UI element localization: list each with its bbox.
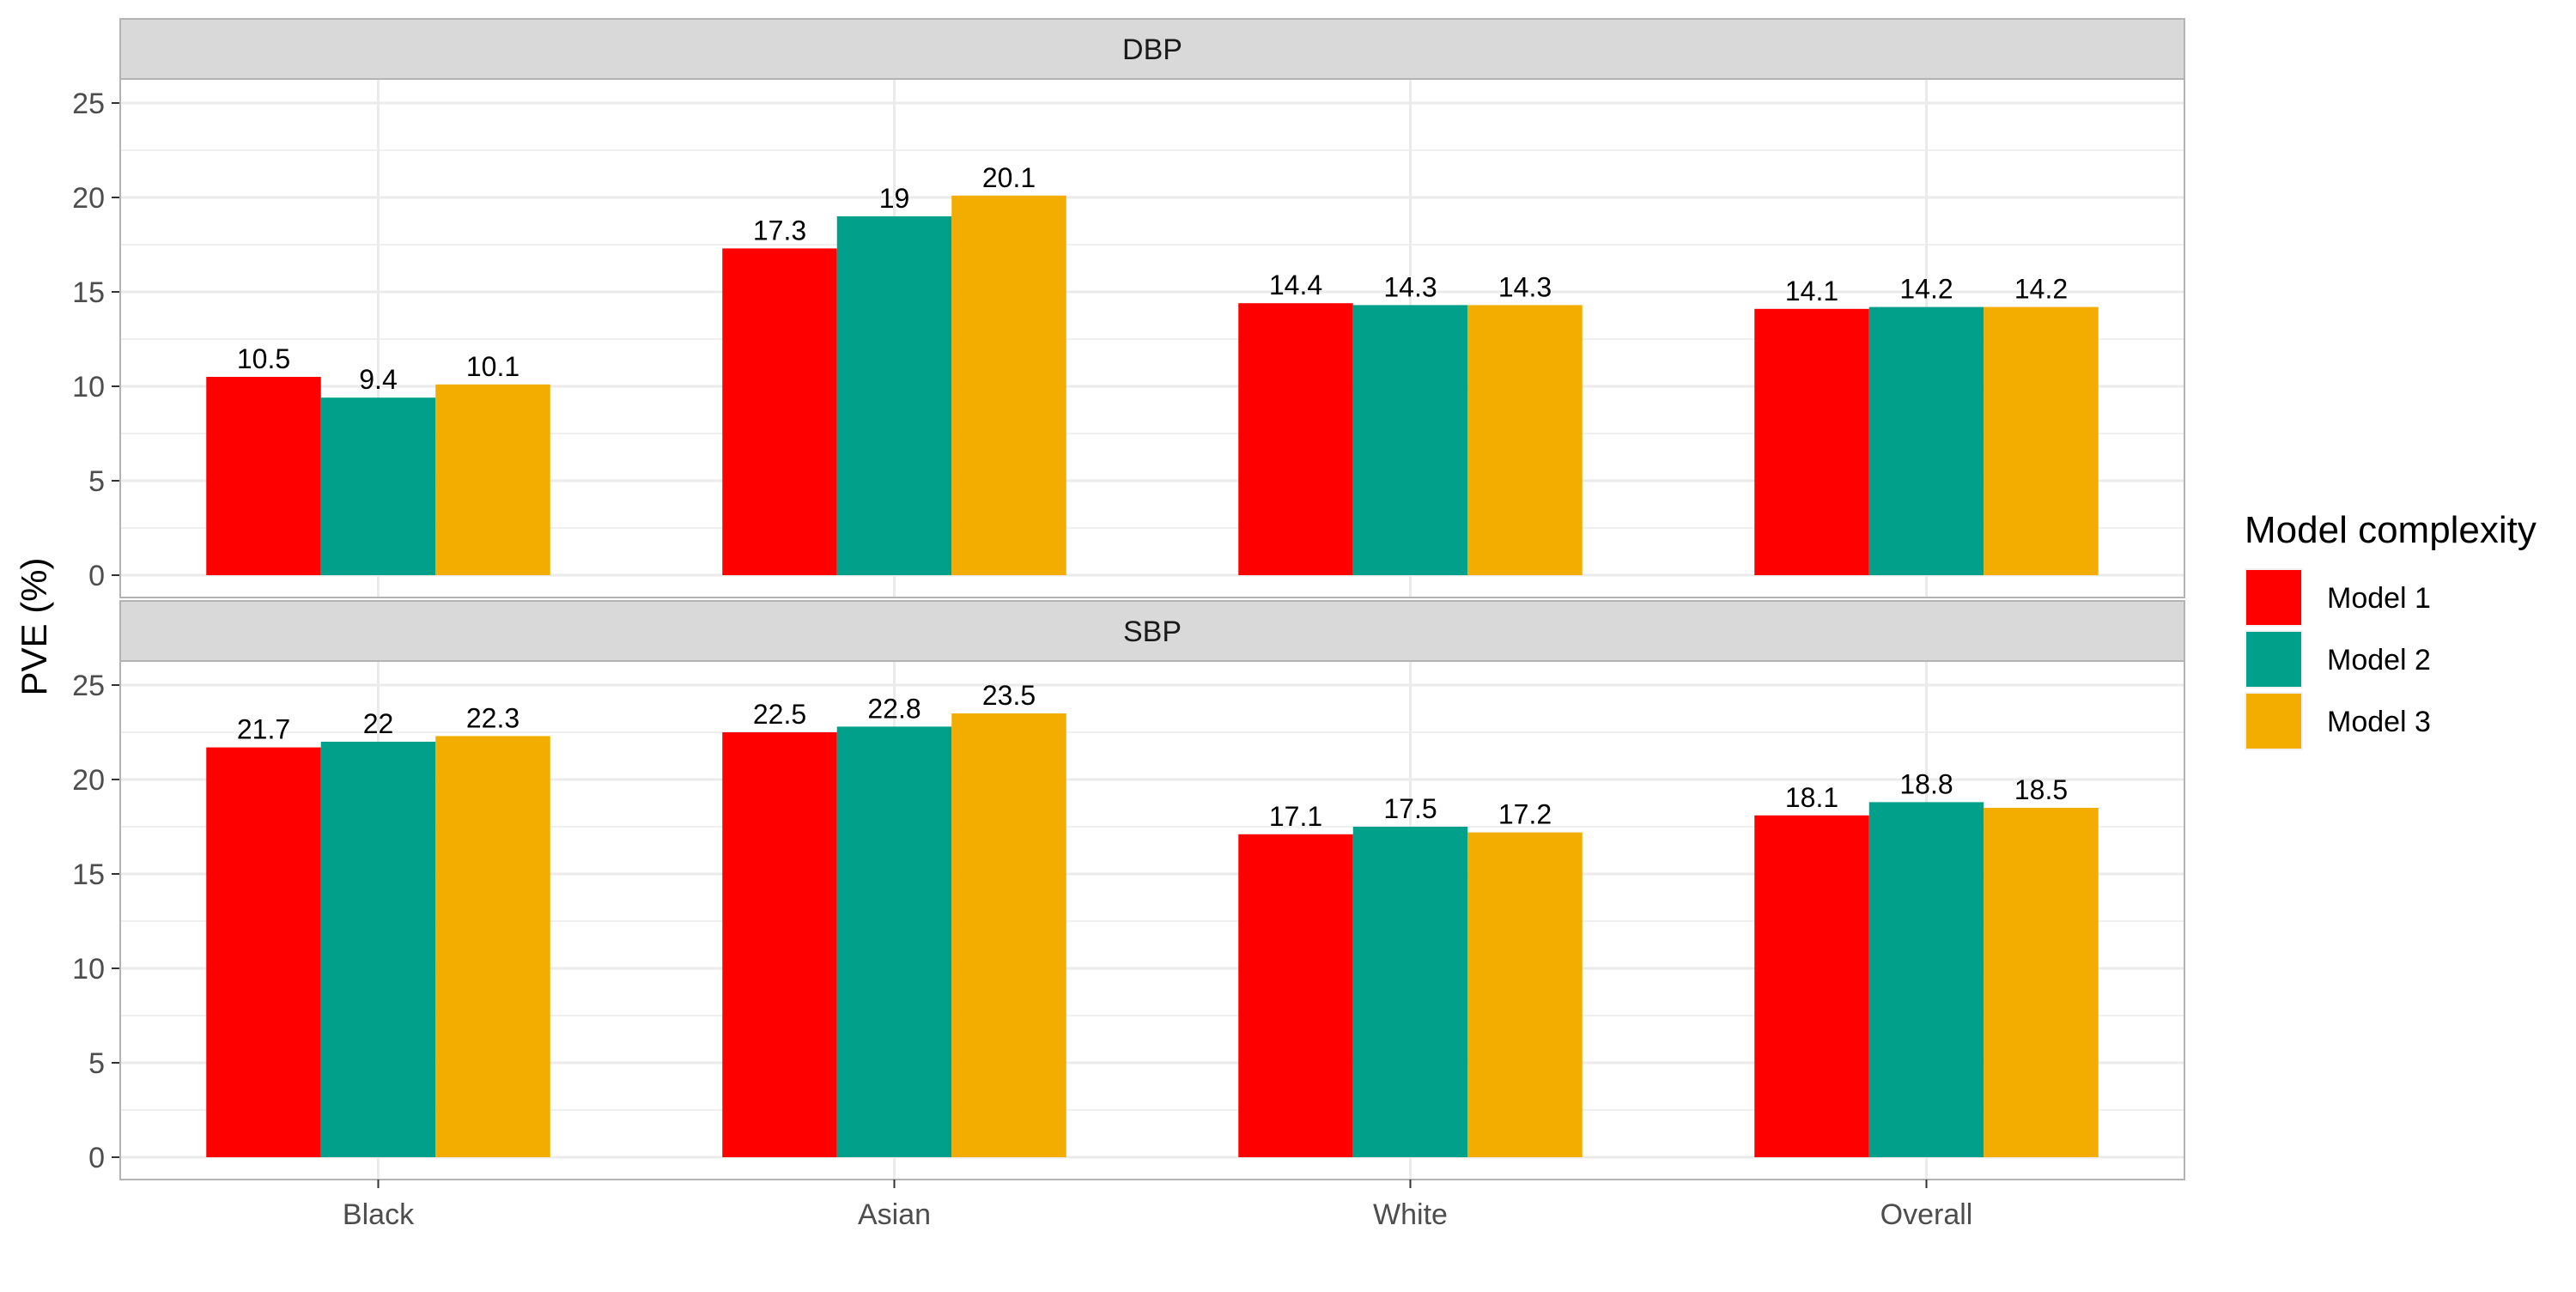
bar-model-1-overall <box>1754 308 1869 575</box>
bar-value-label: 14.3 <box>1383 271 1437 302</box>
bar-model-3-overall <box>1984 808 2099 1157</box>
legend: Model 1 Model 2 Model 3 <box>2245 568 2431 750</box>
facet-strip-label: DBP <box>1122 33 1182 66</box>
y-tick-label: 10 <box>72 371 105 403</box>
bar-value-label: 14.4 <box>1269 270 1322 300</box>
x-tick-label: Asian <box>858 1198 931 1231</box>
bar-model-1-black <box>206 377 321 575</box>
x-tick-label: Overall <box>1880 1198 1973 1231</box>
panel-border <box>119 660 2185 1180</box>
panel-border <box>119 78 2185 598</box>
bar-value-label: 18.8 <box>1899 768 1953 799</box>
y-tick-label: 0 <box>88 1142 105 1174</box>
bar-model-2-overall <box>1868 306 1984 575</box>
bar-value-label: 21.7 <box>237 714 290 745</box>
legend-key-model-3 <box>2246 694 2301 749</box>
bar-model-3-black <box>435 384 550 575</box>
bar-value-label: 14.3 <box>1498 271 1552 302</box>
bar-value-label: 17.3 <box>753 215 806 246</box>
bar-model-1-asian <box>722 732 837 1157</box>
legend-label: Model 3 <box>2327 706 2431 738</box>
bar-model-1-white <box>1238 834 1353 1157</box>
legend-key-model-2 <box>2246 632 2301 687</box>
bar-model-2-white <box>1352 827 1468 1157</box>
bar-model-3-overall <box>1984 306 2099 575</box>
y-tick-label: 20 <box>72 182 105 215</box>
y-tick-label: 25 <box>72 670 105 702</box>
legend-key-model-1 <box>2246 570 2301 625</box>
bar-value-label: 14.2 <box>1899 274 1953 305</box>
bar-value-label: 22 <box>363 708 394 739</box>
bar-model-1-overall <box>1754 815 1869 1157</box>
bar-value-label: 17.2 <box>1498 799 1552 830</box>
bar-model-3-black <box>435 736 550 1157</box>
y-tick-label: 10 <box>72 953 105 986</box>
bar-model-1-black <box>206 747 321 1157</box>
bar-model-1-asian <box>722 248 837 575</box>
bar-model-2-asian <box>836 216 952 575</box>
y-tick-label: 0 <box>88 560 105 592</box>
bar-value-label: 14.1 <box>1785 276 1838 306</box>
x-tick-label: White <box>1373 1198 1448 1231</box>
bar-model-2-white <box>1352 305 1468 575</box>
y-tick-label: 15 <box>72 276 105 309</box>
bar-value-label: 18.5 <box>2014 774 2068 805</box>
bar-model-3-asian <box>951 195 1066 576</box>
facet-strip <box>119 18 2185 80</box>
facet-strip <box>119 600 2185 662</box>
y-tick-label: 25 <box>72 88 105 120</box>
legend-label: Model 2 <box>2327 644 2431 676</box>
y-axis-title: PVE (%) <box>14 557 54 695</box>
bar-value-label: 20.1 <box>982 162 1036 193</box>
bar-value-label: 17.1 <box>1269 801 1322 832</box>
panel-sbp: SBP 0 5 10 15 20 25 21.7 22.5 17.1 18.1 22 22.8 17.5 1… <box>72 600 2185 1180</box>
y-tick-label: 15 <box>72 858 105 891</box>
legend-title: Model complexity <box>2245 509 2537 551</box>
bar-value-label: 9.4 <box>359 364 397 395</box>
y-tick-label: 5 <box>88 465 105 498</box>
bar-model-2-black <box>320 742 436 1157</box>
bar-model-2-overall <box>1868 802 1984 1157</box>
bar-value-label: 22.5 <box>753 699 806 730</box>
bar-value-label: 18.1 <box>1785 782 1838 813</box>
bar-value-label: 17.5 <box>1383 793 1437 824</box>
bar-value-label: 22.8 <box>867 693 920 724</box>
bar-model-3-asian <box>951 713 1066 1157</box>
bar-value-label: 14.2 <box>2014 274 2068 305</box>
bar-value-label: 22.3 <box>466 702 519 733</box>
bar-model-2-black <box>320 397 436 575</box>
bar-value-label: 10.1 <box>466 351 519 382</box>
bar-model-1-white <box>1238 303 1353 575</box>
y-tick-label: 5 <box>88 1047 105 1080</box>
bar-model-3-white <box>1467 305 1583 575</box>
x-tick-label: Black <box>343 1198 415 1231</box>
panel-dbp: DBP 0 5 10 15 20 25 10.5 17.3 14.4 14.1 9.4 19 14.3 14… <box>72 18 2185 598</box>
bar-value-label: 10.5 <box>237 343 290 374</box>
bar-model-2-asian <box>836 726 952 1157</box>
bar-value-label: 19 <box>879 183 910 214</box>
bar-value-label: 23.5 <box>982 680 1036 711</box>
bar-model-3-white <box>1467 832 1583 1157</box>
legend-label: Model 1 <box>2327 582 2431 615</box>
y-tick-label: 20 <box>72 764 105 797</box>
facet-strip-label: SBP <box>1123 616 1182 648</box>
